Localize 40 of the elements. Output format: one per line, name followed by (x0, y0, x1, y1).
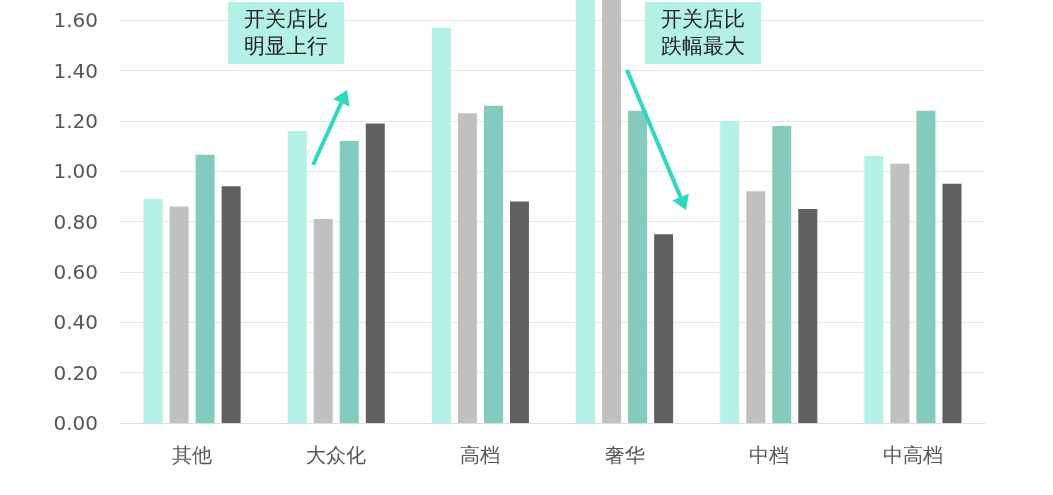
y-tick-label: 1.00 (53, 159, 98, 184)
bar (798, 208, 818, 423)
x-tick-label: 中高档 (882, 443, 943, 467)
bar (365, 123, 385, 423)
bar (339, 141, 359, 423)
y-tick-label: 0.00 (53, 411, 98, 435)
y-tick-label: 0.20 (53, 360, 98, 385)
y-tick-label: 1.40 (53, 58, 98, 83)
bar (195, 154, 215, 423)
bar (746, 191, 766, 423)
bar (602, 0, 622, 423)
bar (916, 110, 936, 423)
bar (431, 27, 451, 423)
x-tick-label: 大众化 (306, 443, 367, 467)
x-tick-label: 奢华 (604, 443, 645, 467)
y-tick-label: 1.60 (53, 8, 98, 33)
bar (890, 163, 910, 423)
annotation: 开关店比跌幅最大 (645, 2, 761, 64)
annotation: 开关店比明显上行 (228, 2, 344, 64)
bar (287, 130, 307, 423)
bar (143, 198, 163, 423)
x-tick-label: 其他 (172, 443, 213, 467)
bar (576, 0, 596, 423)
bar (169, 206, 189, 423)
bar (313, 219, 333, 423)
y-tick-label: 1.20 (53, 108, 98, 133)
bar (654, 234, 674, 423)
x-tick-label: 中档 (748, 443, 789, 467)
x-tick-label: 高档 (460, 443, 501, 467)
bar (942, 183, 962, 423)
bar (772, 125, 792, 423)
bar (483, 105, 503, 423)
y-tick-label: 0.60 (53, 259, 98, 284)
bar (720, 120, 740, 423)
y-tick-label: 0.80 (53, 209, 98, 234)
bar (509, 201, 529, 423)
y-tick-label: 0.40 (53, 310, 98, 335)
bar (457, 113, 477, 423)
bar (864, 156, 884, 423)
bar (221, 186, 241, 423)
